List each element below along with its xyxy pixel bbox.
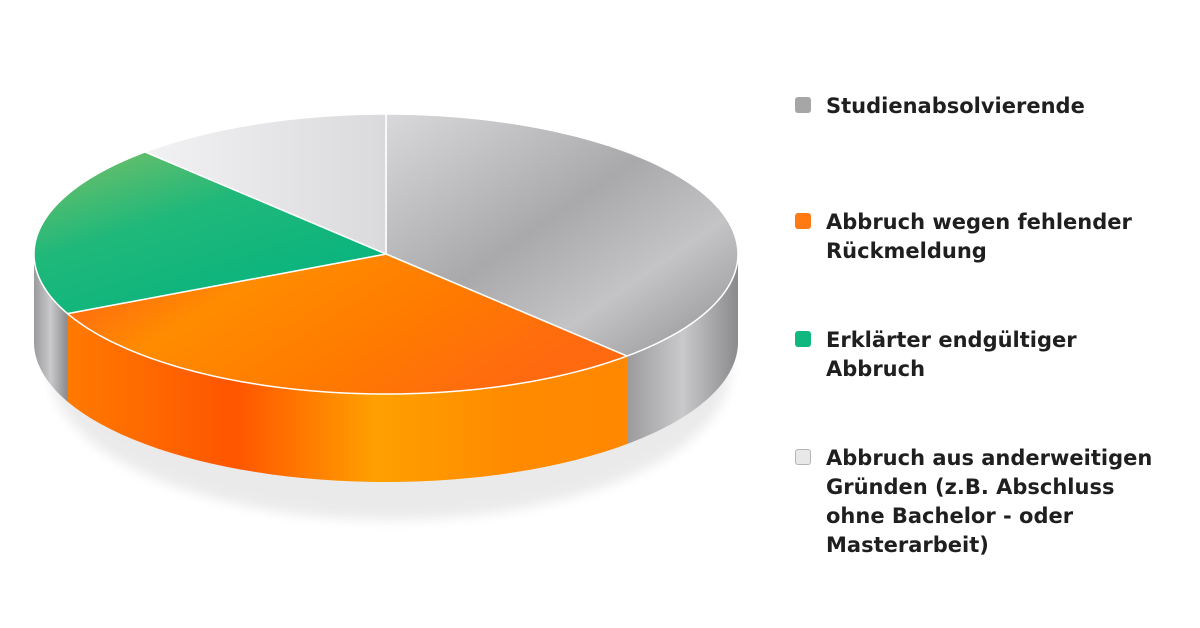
legend-swatch [795,97,811,113]
pie-slice-abbruch-rueckmeldung-side [67,313,627,482]
legend-item-erklaerter-abbruch: Erklärter endgültiger Abbruch [795,326,1166,384]
legend-item-abbruch-anderweitig: Abbruch aus anderweitigen Gründen (z.B. … [795,444,1166,560]
legend: Studienabsolvierende Abbruch wegen fehle… [795,0,1190,628]
legend-swatch [795,449,811,465]
legend-swatch [795,331,811,347]
pie-slice-studienabsolvierende-side [626,254,738,445]
pie-chart [33,113,739,520]
pie-slice-abbruch-anderweitig [144,113,387,255]
legend-label: Abbruch aus anderweitigen Gründen (z.B. … [826,446,1153,557]
legend-label: Abbruch wegen fehlender Rückmeldung [826,210,1132,263]
legend-item-abbruch-rueckmeldung: Abbruch wegen fehlender Rückmeldung [795,208,1166,266]
pie-slice-erklaerter-abbruch-side [34,254,68,402]
pie-slice-studienabsolvierende [385,113,739,357]
legend-label: Erklärter endgültiger Abbruch [826,328,1077,381]
legend-label: Studienabsolvierende [826,94,1085,118]
pie-slice-erklaerter-abbruch [33,151,387,315]
pie-slice-abbruch-rueckmeldung [66,253,628,395]
pie-top-group [33,113,739,395]
legend-swatch [795,213,811,229]
pie-side-group [34,254,738,482]
legend-item-studienabsolvierende: Studienabsolvierende [795,92,1166,121]
pie-chart-svg [33,113,739,520]
